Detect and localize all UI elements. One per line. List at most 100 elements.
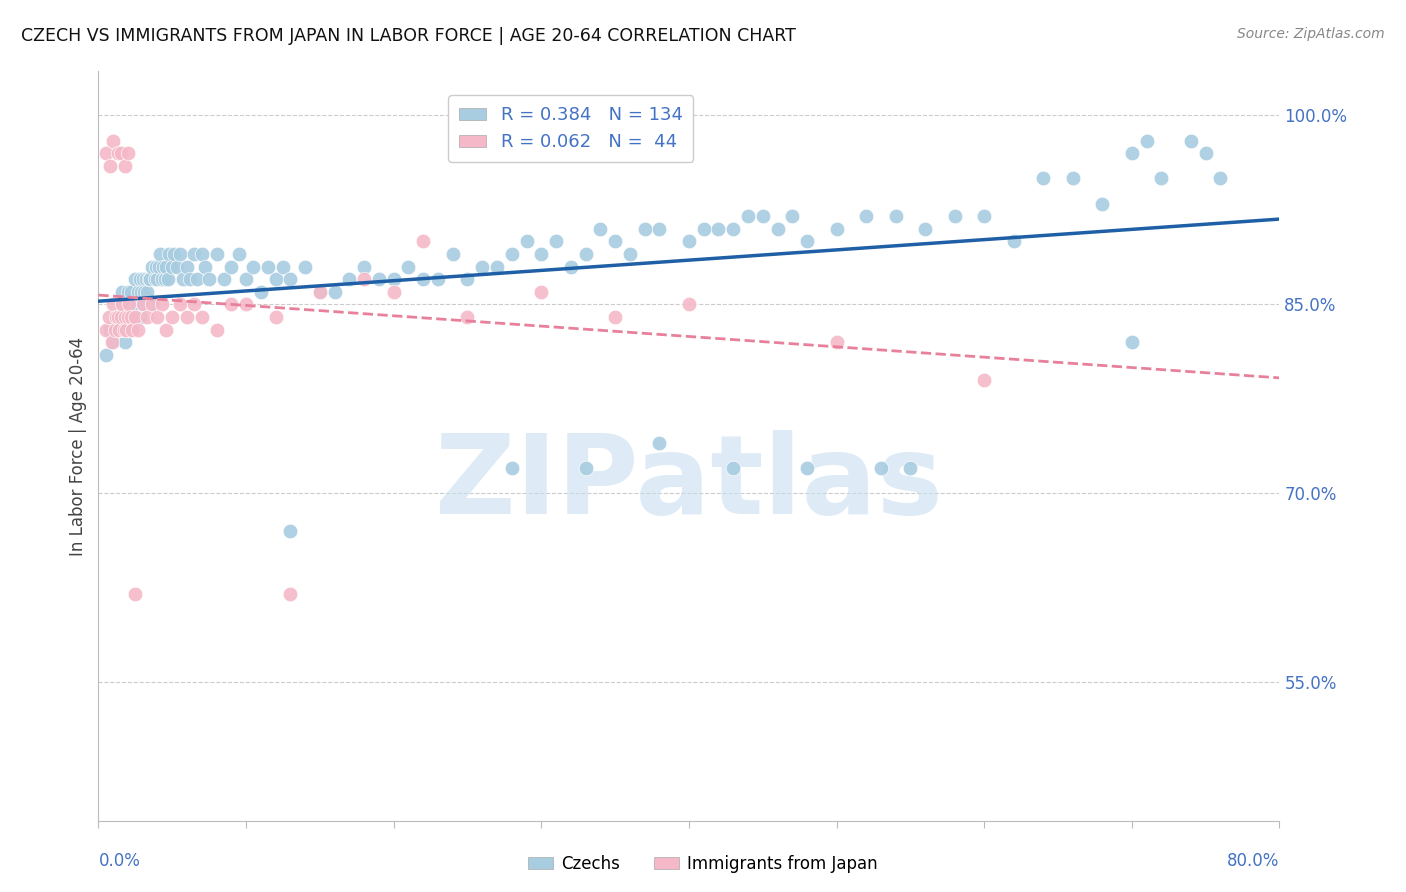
- Point: [427, 272, 450, 286]
- Point: [114, 310, 136, 324]
- Point: [117, 285, 139, 299]
- Point: [723, 221, 745, 235]
- Point: [132, 297, 155, 311]
- Point: [118, 322, 141, 336]
- Point: [441, 247, 464, 261]
- Point: [943, 209, 966, 223]
- Point: [169, 297, 191, 311]
- Point: [212, 272, 235, 286]
- Point: [114, 310, 136, 324]
- Point: [825, 335, 848, 350]
- Point: [157, 247, 180, 261]
- Point: [339, 272, 361, 286]
- Point: [619, 247, 641, 261]
- Point: [143, 272, 166, 286]
- Point: [132, 272, 155, 286]
- Point: [152, 260, 174, 274]
- Point: [103, 297, 125, 311]
- Point: [678, 235, 700, 249]
- Point: [179, 272, 201, 286]
- Point: [146, 272, 169, 286]
- Point: [242, 260, 264, 274]
- Point: [104, 322, 127, 336]
- Point: [142, 297, 165, 311]
- Point: [94, 322, 117, 336]
- Point: [205, 322, 228, 336]
- Point: [884, 209, 907, 223]
- Point: [111, 297, 134, 311]
- Point: [176, 310, 198, 324]
- Point: [117, 322, 139, 336]
- Point: [105, 310, 128, 324]
- Point: [560, 260, 582, 274]
- Point: [707, 221, 730, 235]
- Point: [221, 297, 243, 311]
- Point: [124, 272, 146, 286]
- Point: [105, 310, 128, 324]
- Point: [135, 272, 157, 286]
- Point: [141, 297, 163, 311]
- Point: [280, 587, 302, 601]
- Point: [530, 247, 553, 261]
- Point: [382, 285, 405, 299]
- Point: [183, 247, 205, 261]
- Point: [457, 272, 479, 286]
- Point: [825, 221, 848, 235]
- Point: [118, 297, 141, 311]
- Point: [115, 322, 138, 336]
- Point: [98, 322, 121, 336]
- Point: [112, 322, 135, 336]
- Point: [120, 285, 142, 299]
- Point: [120, 310, 142, 324]
- Point: [1136, 134, 1159, 148]
- Point: [782, 209, 804, 223]
- Point: [129, 285, 152, 299]
- Point: [1180, 134, 1202, 148]
- Point: [575, 247, 598, 261]
- Point: [205, 247, 228, 261]
- Point: [112, 322, 135, 336]
- Point: [117, 310, 139, 324]
- Point: [191, 310, 214, 324]
- Point: [146, 310, 169, 324]
- Point: [128, 310, 150, 324]
- Point: [648, 435, 671, 450]
- Point: [122, 310, 145, 324]
- Point: [141, 260, 163, 274]
- Point: [973, 373, 995, 387]
- Point: [280, 524, 302, 538]
- Point: [169, 247, 191, 261]
- Point: [1150, 171, 1173, 186]
- Point: [250, 285, 273, 299]
- Point: [648, 221, 671, 235]
- Point: [117, 310, 139, 324]
- Point: [271, 260, 294, 274]
- Point: [121, 322, 143, 336]
- Point: [155, 322, 177, 336]
- Point: [575, 461, 598, 475]
- Point: [323, 285, 346, 299]
- Point: [115, 297, 138, 311]
- Point: [176, 260, 198, 274]
- Point: [257, 260, 280, 274]
- Legend: R = 0.384   N = 134, R = 0.062   N =  44: R = 0.384 N = 134, R = 0.062 N = 44: [449, 95, 693, 162]
- Point: [471, 260, 494, 274]
- Point: [111, 285, 134, 299]
- Point: [191, 247, 214, 261]
- Point: [530, 285, 553, 299]
- Point: [127, 322, 149, 336]
- Y-axis label: In Labor Force | Age 20-64: In Labor Force | Age 20-64: [69, 336, 87, 556]
- Point: [605, 310, 627, 324]
- Point: [796, 461, 818, 475]
- Point: [162, 310, 183, 324]
- Point: [1032, 171, 1054, 186]
- Point: [516, 235, 538, 249]
- Point: [124, 587, 146, 601]
- Point: [973, 209, 995, 223]
- Point: [166, 260, 188, 274]
- Point: [900, 461, 922, 475]
- Point: [1209, 171, 1232, 186]
- Point: [693, 221, 716, 235]
- Point: [128, 272, 150, 286]
- Point: [136, 310, 159, 324]
